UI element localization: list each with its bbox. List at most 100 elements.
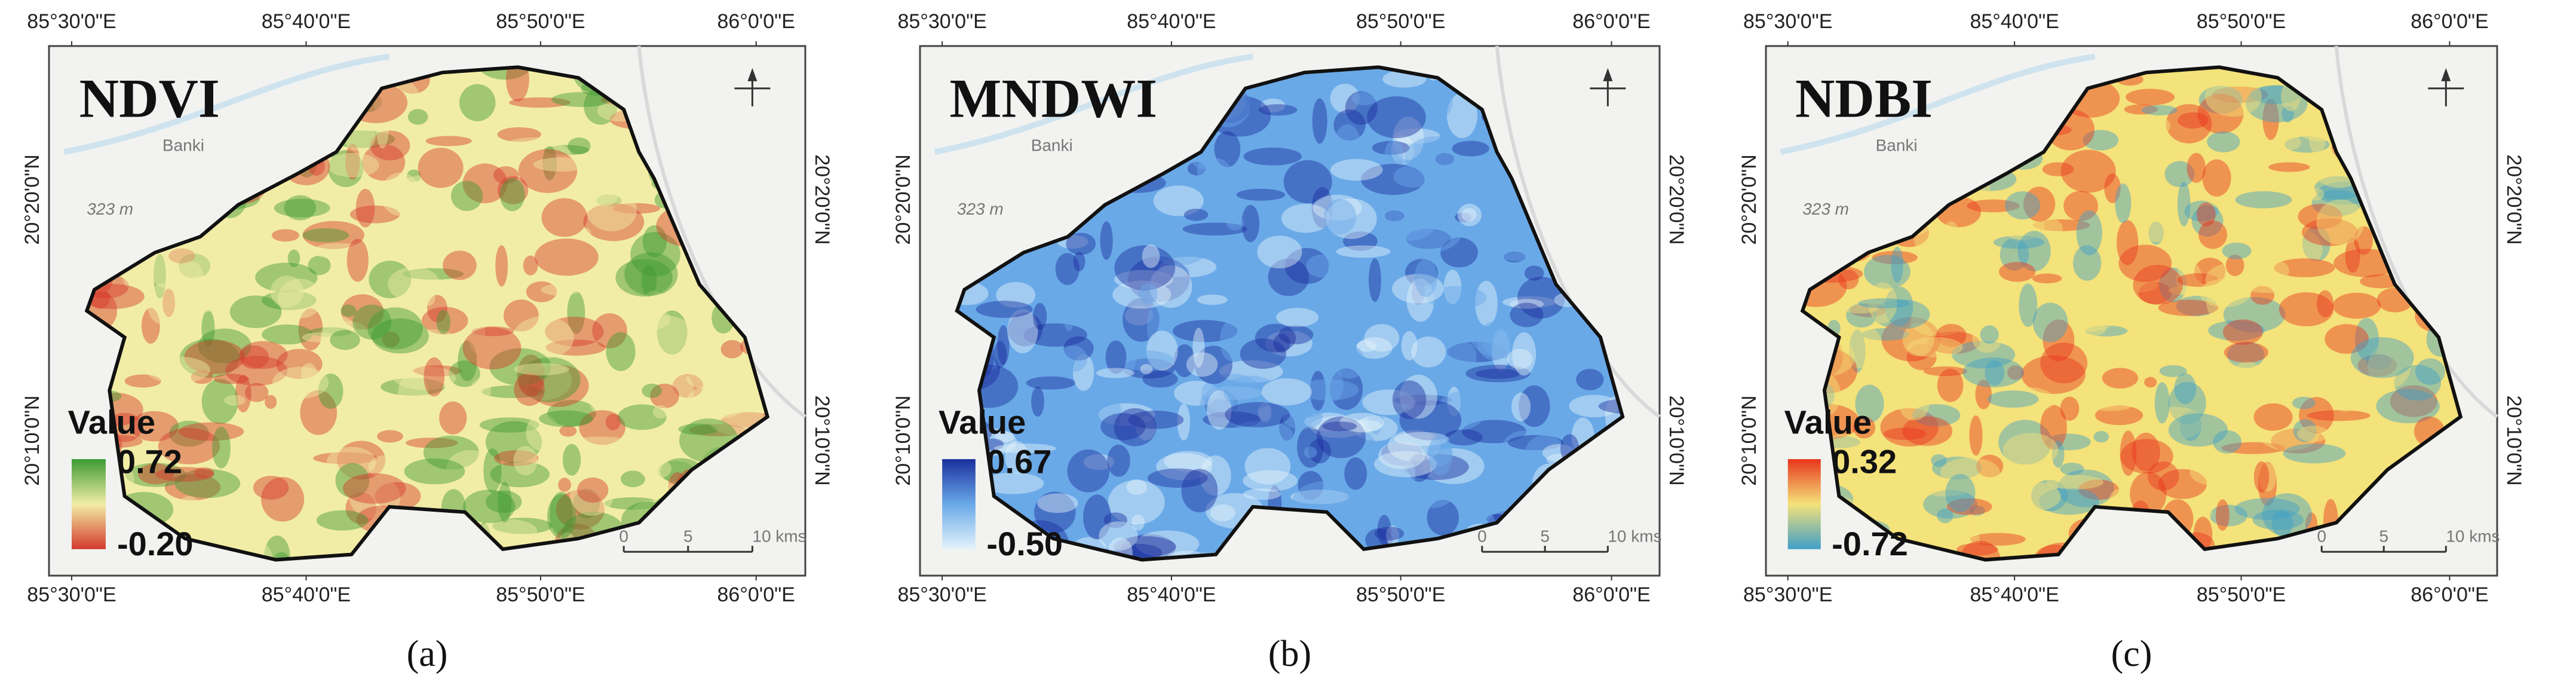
raster-patch (634, 348, 654, 371)
raster-patch (1899, 389, 1930, 421)
raster-patch (302, 221, 364, 249)
raster-patch (2133, 265, 2183, 305)
raster-patch (326, 152, 379, 178)
raster-patch (1345, 91, 1378, 125)
raster-patch (2376, 389, 2440, 424)
raster-patch (449, 360, 480, 387)
raster-patch (2033, 219, 2090, 231)
lon-label: 85°50'0"E (2197, 583, 2286, 606)
raster-patch (406, 169, 421, 183)
raster-patch (1243, 488, 1281, 500)
raster-patch (1098, 403, 1155, 426)
raster-patch (551, 92, 612, 107)
raster-patch (1336, 245, 1391, 258)
raster-patch (1135, 530, 1200, 558)
raster-patch (545, 316, 604, 347)
raster-patch (459, 84, 496, 121)
raster-patch (1182, 222, 1247, 236)
river (934, 53, 1253, 155)
raster-patch (302, 228, 349, 243)
raster-patch (1394, 432, 1449, 447)
legend-min: -0.72 (1832, 525, 1908, 562)
raster-patch (1406, 279, 1434, 322)
raster-patch (2183, 493, 2231, 512)
raster-patch (497, 176, 529, 204)
raster-patch (1183, 209, 1209, 221)
raster-patch (2176, 261, 2203, 297)
raster-patch (1970, 491, 2032, 536)
raster-patch (422, 290, 436, 306)
raster-patch (1356, 340, 1377, 352)
raster-patch (1393, 117, 1424, 160)
raster-patch (1384, 210, 1404, 222)
raster-patch (1333, 109, 1366, 141)
raster-patch (657, 310, 688, 355)
raster-patch (1839, 324, 1882, 369)
raster-patch (2202, 159, 2231, 197)
lon-label: 86°0'0"E (717, 583, 795, 606)
raster-patch (1186, 352, 1218, 377)
lon-label: 85°50'0"E (1356, 10, 1445, 33)
raster-patch (2390, 385, 2437, 417)
raster-patch (1393, 129, 1440, 144)
raster-patch (1856, 493, 1912, 509)
raster-patch (1274, 416, 1306, 459)
raster-patch (576, 477, 609, 503)
raster-patch (517, 354, 545, 397)
raster-patch (147, 283, 179, 325)
raster-patch (1325, 198, 1377, 239)
raster-patch (179, 422, 244, 441)
raster-patch (642, 383, 662, 398)
raster-patch (2281, 105, 2294, 123)
raster-patch (1447, 93, 1478, 139)
scale-label: 0 (2317, 527, 2326, 546)
raster-patch (255, 262, 318, 292)
raster-patch (512, 360, 572, 400)
raster-patch (2189, 458, 2238, 486)
raster-patch (1037, 493, 1078, 513)
raster-patch (262, 291, 317, 310)
raster-patch (2354, 226, 2373, 255)
raster-patch (2057, 469, 2114, 507)
raster-patch (993, 443, 1056, 454)
raster-patch (1885, 286, 1913, 326)
raster-patch (518, 357, 581, 402)
raster-patch (1999, 262, 2036, 282)
raster-patch (2262, 493, 2313, 537)
raster-patch (2292, 396, 2316, 409)
raster-patch (2141, 105, 2178, 115)
raster-patch (1503, 251, 1526, 263)
raster-patch (511, 140, 572, 170)
raster-patch (547, 400, 596, 427)
raster-patch (2040, 405, 2067, 450)
raster-patch (1863, 255, 1910, 289)
raster-patch (2168, 381, 2206, 425)
panel-title: MNDWI (950, 68, 1158, 129)
panel-caption: (b) (1268, 634, 1311, 674)
raster-patch (1197, 294, 1228, 305)
raster-patch (2044, 468, 2093, 499)
raster-patch (1510, 299, 1544, 309)
raster-patch (1364, 324, 1400, 352)
raster-patch (1284, 247, 1329, 285)
raster-patch (1362, 389, 1416, 415)
raster-patch (2302, 226, 2330, 262)
lon-label: 85°40'0"E (1127, 583, 1216, 606)
raster-patch (1351, 91, 1378, 106)
raster-patch (1173, 344, 1195, 377)
raster-patch (1343, 231, 1378, 251)
raster-patch (605, 414, 621, 430)
raster-patch (2206, 291, 2219, 316)
raster-patch (1055, 253, 1080, 285)
raster-patch (1873, 475, 1886, 486)
raster-patch (2019, 283, 2038, 327)
raster-patch (1925, 485, 1967, 497)
raster-patch (1316, 416, 1366, 458)
raster-patch (168, 248, 195, 264)
raster-patch (371, 318, 429, 354)
raster-patch (995, 431, 1015, 442)
raster-patch (274, 198, 330, 218)
raster-patch (1848, 402, 1863, 423)
raster-patch (1428, 433, 1453, 476)
raster-patch (1181, 469, 1218, 513)
